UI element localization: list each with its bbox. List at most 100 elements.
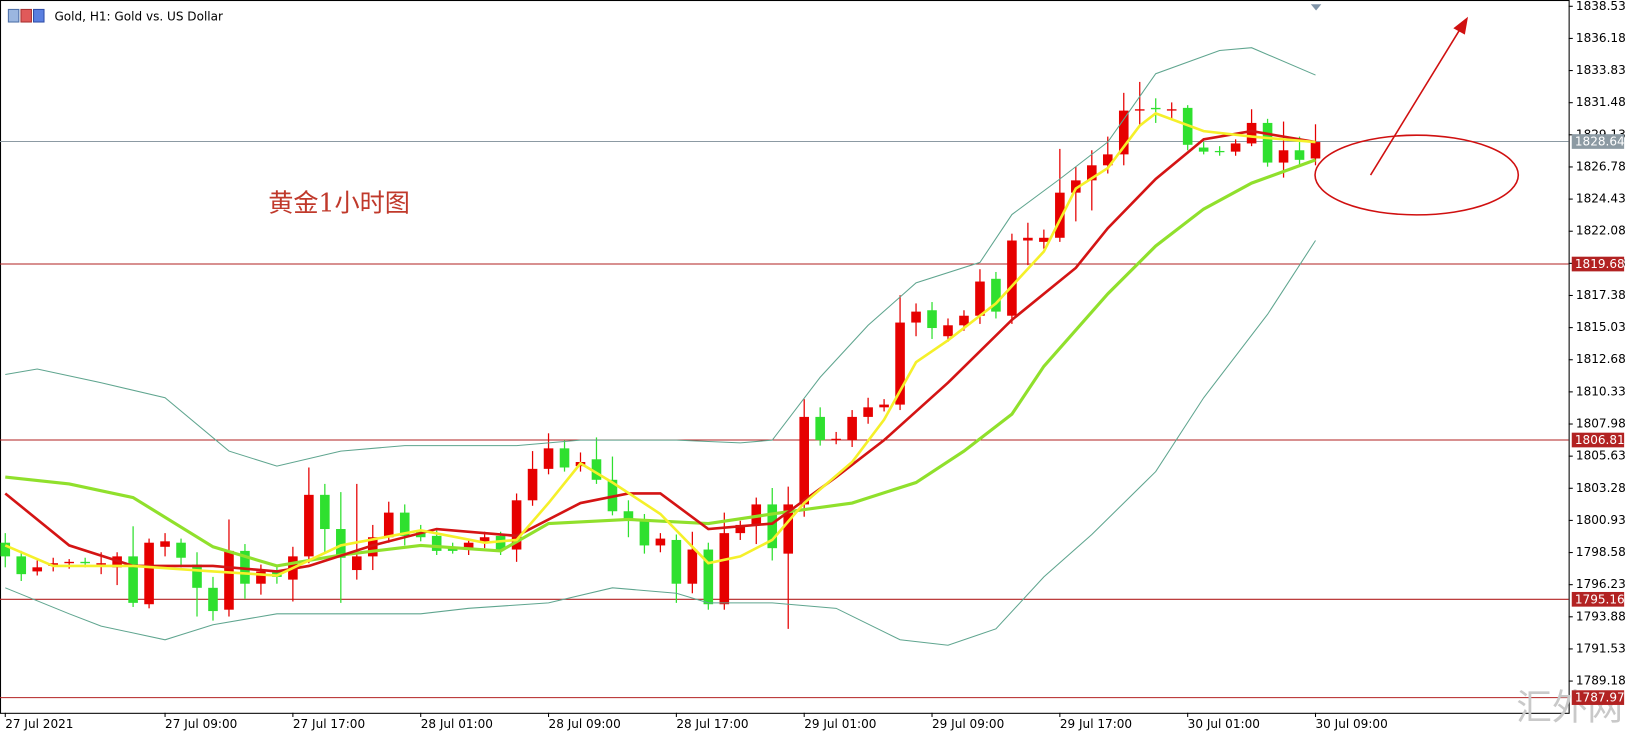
level-label: 1819.68 (1575, 257, 1625, 271)
candle-body (1118, 110, 1129, 155)
y-tick-label: 1817.38 (1576, 288, 1626, 302)
candle-body (383, 512, 394, 538)
x-tick-label: 27 Jul 17:00 (293, 717, 365, 731)
candle-body (847, 416, 857, 441)
indicator-line (5, 158, 1317, 568)
level-label-bg (1571, 690, 1625, 705)
candle-body (304, 494, 314, 557)
plot-frame (0, 0, 1570, 714)
indicator-line (5, 47, 1316, 467)
candle-body (16, 556, 27, 575)
candle-body (879, 404, 889, 408)
y-tick-label: 1815.03 (1576, 320, 1626, 334)
candle-body (895, 322, 905, 405)
candle-body (160, 541, 170, 547)
y-tick-label: 1836.18 (1576, 31, 1626, 45)
y-tick-label: 1826.78 (1576, 159, 1626, 173)
candle-body (927, 310, 937, 329)
candle-body (1055, 192, 1065, 238)
candle-body (767, 504, 778, 549)
candle-body (32, 567, 43, 572)
candle-body (1214, 150, 1225, 153)
x-tick-label: 30 Jul 01:00 (1188, 717, 1260, 731)
candle-body (1071, 180, 1081, 193)
candle-body (399, 512, 410, 536)
y-tick-label: 1824.43 (1576, 192, 1626, 206)
level-label: 1795.16 (1575, 592, 1625, 606)
symbol-icon (7, 8, 45, 23)
candle-body (176, 542, 186, 558)
candle-body (80, 561, 90, 564)
candle-body (639, 520, 650, 546)
level-label-bg (1571, 432, 1625, 448)
candle-body (1310, 142, 1321, 159)
level-label-bg (1571, 591, 1625, 607)
annotation: 黄金1小时图 (268, 188, 410, 217)
candle-body (543, 448, 554, 469)
indicator-line (4, 111, 1316, 577)
y-tick-label: 1831.48 (1576, 95, 1626, 109)
candle-body (1278, 150, 1289, 163)
candle-body (815, 416, 825, 441)
candle-body (320, 494, 330, 530)
candle-body (1007, 240, 1017, 316)
candle-body (495, 535, 506, 550)
y-tick-label: 1805.63 (1576, 449, 1626, 463)
x-tick-label: 27 Jul 09:00 (165, 717, 237, 731)
candle-body (863, 407, 873, 417)
y-tick-label: 1793.88 (1576, 609, 1626, 623)
candle-body (463, 542, 474, 550)
candle-body (0, 542, 11, 557)
candle-body (447, 548, 458, 551)
candle-body (735, 524, 746, 534)
candle-body (703, 549, 714, 605)
indicator-line (4, 129, 1316, 573)
candle-body (751, 504, 762, 525)
y-tick-label: 1838.53 (1576, 0, 1626, 13)
y-tick-label: 1812.68 (1576, 352, 1626, 366)
candle-body (783, 504, 794, 554)
x-tick-label: 27 Jul 2021 (5, 717, 73, 731)
candle-body (975, 281, 985, 316)
candle-body (911, 311, 921, 323)
candle-body (240, 550, 250, 584)
x-tick-label: 29 Jul 17:00 (1060, 717, 1132, 731)
candle-body (256, 571, 266, 584)
candle-body (1230, 143, 1241, 152)
level-label: 1787.97 (1575, 691, 1625, 705)
candle-body (1262, 122, 1273, 163)
candle-body (64, 561, 74, 564)
candle-body (1023, 237, 1033, 241)
candle-body (831, 438, 841, 441)
candle-body (1039, 237, 1049, 242)
x-tick-label: 28 Jul 01:00 (421, 717, 493, 731)
y-tick-label: 1807.98 (1576, 417, 1626, 431)
candle-body (623, 511, 634, 521)
candle-body (1294, 150, 1305, 160)
x-tick-label: 29 Jul 01:00 (804, 717, 876, 731)
candle-body (1150, 107, 1161, 110)
x-tick-label: 29 Jul 09:00 (932, 717, 1004, 731)
candle-body (1246, 122, 1257, 144)
candle-body (671, 539, 682, 584)
candle-body (336, 529, 346, 558)
y-tick-label: 1833.83 (1576, 63, 1626, 77)
candle-body (1102, 154, 1113, 166)
candle-body (591, 459, 602, 480)
x-tick-label: 28 Jul 09:00 (549, 717, 621, 731)
candle-body (479, 537, 490, 543)
candle-body (943, 325, 953, 337)
drawn-arrow (1369, 16, 1469, 176)
level-label: 1828.64 (1575, 135, 1625, 149)
candle-body (128, 556, 138, 603)
shift-marker (1310, 4, 1322, 11)
candle-body (1087, 165, 1097, 181)
candle-body (559, 448, 570, 468)
candle-body (1198, 147, 1209, 152)
y-tick-label: 1800.93 (1576, 513, 1626, 527)
candle-body (719, 533, 730, 605)
y-tick-label: 1791.53 (1576, 641, 1626, 655)
candle-body (352, 556, 362, 571)
